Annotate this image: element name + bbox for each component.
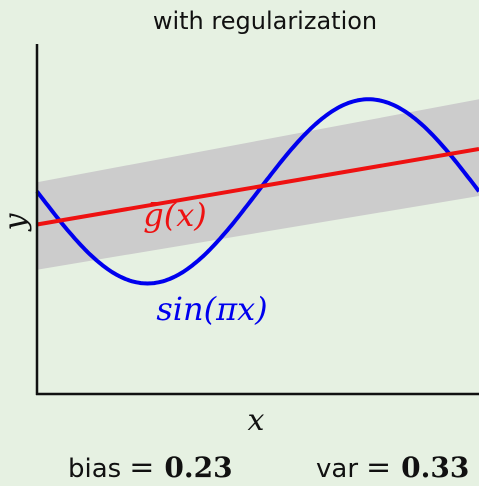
bias-value: 0.23: [164, 451, 232, 484]
x-axis-label: x: [248, 403, 265, 438]
bias-label: bias: [68, 454, 121, 484]
bias-stat: bias = 0.23: [68, 450, 233, 485]
gbar-line: [36, 147, 479, 227]
chart-title: with regularization: [153, 7, 377, 35]
var-equals: =: [366, 450, 391, 485]
variance-band: [37, 99, 479, 270]
plot-area: [35, 97, 479, 286]
gbar-series-label: ḡ(x): [143, 196, 207, 234]
sin-series-label: sin(πx): [156, 290, 267, 328]
var-value: 0.33: [401, 451, 469, 484]
var-stat: var = 0.33: [316, 450, 469, 485]
y-axis-label: y: [0, 212, 33, 232]
sin-curve: [35, 97, 479, 286]
var-label: var: [316, 454, 358, 484]
bias-equals: =: [129, 450, 154, 485]
